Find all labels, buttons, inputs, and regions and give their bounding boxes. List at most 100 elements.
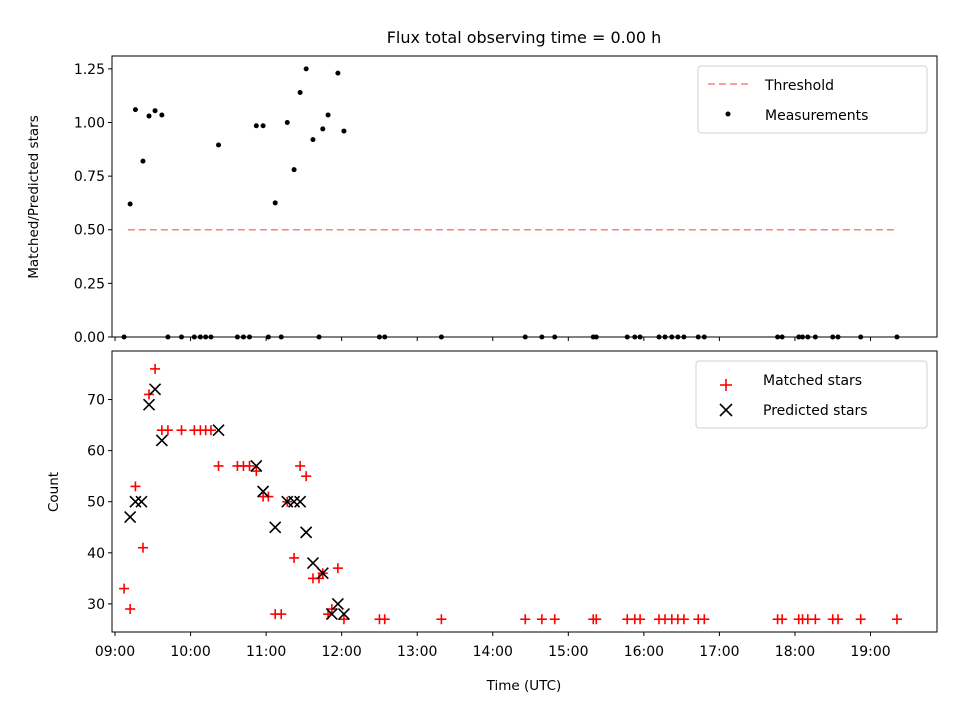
matched-star-point (891, 614, 902, 625)
count-ytick-label: 40 (87, 546, 105, 562)
legend-predicted-swatch (719, 403, 733, 417)
legend-measurements-label: Measurements (765, 108, 868, 124)
ratio-legend: Threshold Measurements (697, 65, 928, 134)
legend-matched-swatch (720, 379, 732, 391)
measurement-point (216, 142, 222, 148)
measurement-point (152, 108, 158, 114)
legend-predicted-label: Predicted stars (763, 403, 868, 419)
predicted-star-point (306, 556, 320, 570)
count-xtick-label: 13:00 (397, 644, 437, 660)
count-axes-frame (111, 350, 938, 633)
count-xtick-label: 14:00 (473, 644, 513, 660)
matched-star-point (205, 425, 216, 436)
count-xtick-label: 12:00 (321, 644, 361, 660)
measurement-point (291, 167, 297, 173)
count-points-layer (119, 363, 902, 625)
ratio-ytick-label: 1.25 (74, 62, 105, 78)
predicted-star-point (269, 521, 282, 534)
predicted-star-point (129, 495, 142, 508)
measurement-point (325, 112, 331, 118)
predicted-star-point (288, 495, 301, 508)
matched-star-point (301, 471, 312, 482)
ratio-ytick-label: 1.00 (74, 115, 105, 131)
matched-star-point (326, 604, 337, 615)
matched-star-point (144, 389, 155, 400)
count-ylabel: Count (46, 472, 62, 512)
count-xtick-label: 18:00 (775, 644, 815, 660)
measurement-point (140, 158, 146, 164)
count-xtick-label: 10:00 (170, 644, 210, 660)
measurement-point (310, 137, 316, 143)
count-legend: Matched stars Predicted stars (695, 360, 928, 429)
measurement-point (297, 89, 303, 95)
count-xtick-label: 11:00 (246, 644, 286, 660)
matched-star-point (119, 583, 130, 594)
matched-star-point (678, 614, 689, 625)
ratio-legend-box (697, 65, 928, 134)
measurement-point (335, 70, 341, 76)
matched-star-point (591, 614, 602, 625)
legend-measurements-swatch (725, 111, 731, 117)
ratio-ticks-layer: 0.00 0.25 0.50 0.75 1.00 1.25 (74, 62, 872, 346)
matched-star-point (176, 425, 187, 436)
matched-star-point (855, 614, 866, 625)
predicted-star-point (124, 510, 137, 524)
count-xtick-label: 15:00 (548, 644, 588, 660)
count-xtick-label: 19:00 (850, 644, 890, 660)
measurement-point (253, 123, 259, 129)
measurement-point (341, 128, 347, 134)
predicted-star-point (325, 608, 338, 621)
matched-star-point (125, 604, 136, 615)
matched-star-point (289, 552, 300, 563)
measurement-point (284, 119, 290, 125)
predicted-star-point (300, 526, 313, 539)
predicted-star-point (135, 495, 148, 508)
predicted-star-point (294, 495, 307, 508)
legend-matched-label: Matched stars (763, 373, 862, 389)
ratio-ytick-label: 0.50 (74, 223, 105, 239)
ratio-ylabel: Matched/Predicted stars (26, 115, 42, 278)
matched-star-point (536, 614, 547, 625)
count-ytick-label: 30 (87, 597, 105, 613)
predicted-star-point (250, 459, 263, 473)
matched-star-point (295, 460, 306, 471)
matched-star-point (635, 614, 646, 625)
predicted-star-point (337, 608, 351, 621)
matched-star-point (777, 614, 788, 625)
measurement-point (260, 123, 266, 129)
predicted-star-point (155, 434, 168, 447)
ratio-axes-frame (111, 55, 938, 338)
matched-star-point (314, 573, 325, 584)
matched-star-point (150, 363, 161, 374)
matched-star-point (810, 614, 821, 625)
count-ticks-layer: 30 40 50 60 70 09:00 10:00 11:00 12:00 13:00 14:00… (87, 393, 891, 660)
matched-star-point (699, 614, 710, 625)
matched-star-point (162, 425, 173, 436)
predicted-star-point (257, 485, 270, 498)
matched-star-point (332, 563, 343, 574)
count-ytick-label: 70 (87, 393, 105, 409)
matched-star-point (549, 614, 560, 625)
ratio-ytick-label: 0.75 (74, 169, 105, 185)
count-xtick-label: 09:00 (95, 644, 135, 660)
matched-star-point (520, 614, 531, 625)
count-ytick-label: 60 (87, 444, 105, 460)
count-xlabel: Time (UTC) (486, 678, 562, 694)
matched-star-point (251, 466, 262, 477)
ratio-ytick-label: 0.25 (74, 276, 105, 292)
matched-star-point (137, 542, 148, 553)
matched-star-point (213, 460, 224, 471)
count-xtick-label: 16:00 (624, 644, 664, 660)
matched-star-point (338, 614, 349, 625)
count-xtick-label: 17:00 (699, 644, 739, 660)
measurement-point (146, 113, 152, 119)
matched-star-point (379, 614, 390, 625)
ratio-ytick-label: 0.00 (74, 330, 105, 346)
matched-star-point (244, 460, 255, 471)
measurement-point (320, 126, 326, 132)
predicted-star-point (331, 597, 344, 610)
measurement-point (303, 66, 309, 72)
matched-star-point (276, 609, 287, 620)
count-legend-box (695, 360, 928, 429)
